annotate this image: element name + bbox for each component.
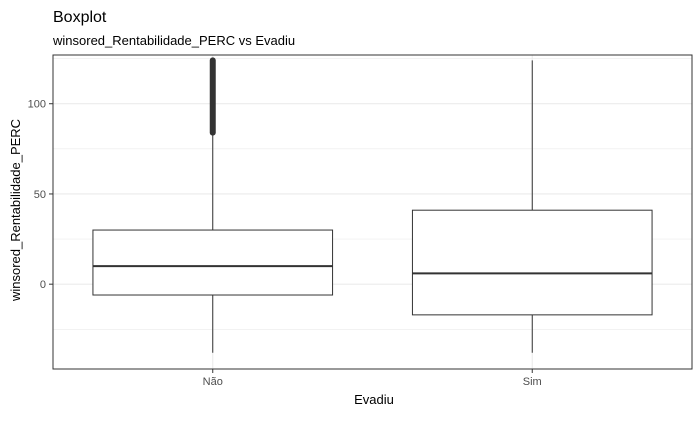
- x-tick-label: Sim: [523, 376, 542, 388]
- box-1: [92, 57, 334, 353]
- x-tick-label: Não: [203, 376, 223, 388]
- y-tick-label: 50: [34, 189, 46, 201]
- box-body: [411, 209, 653, 316]
- y-tick-label: 0: [40, 279, 46, 291]
- chart-title: Boxplot: [53, 9, 107, 26]
- boxes: [92, 57, 653, 353]
- box-2: [411, 60, 653, 353]
- box-body: [92, 229, 334, 296]
- panel-border: [52, 54, 693, 370]
- y-tick-label: 100: [28, 99, 46, 111]
- axis-ticks: 0 50 100 Não Sim: [28, 99, 542, 388]
- chart-subtitle: winsored_Rentabilidade_PERC vs Evadiu: [52, 33, 295, 48]
- x-axis-title: Evadiu: [354, 392, 394, 407]
- y-axis-title: winsored_Rentabilidade_PERC: [8, 119, 23, 302]
